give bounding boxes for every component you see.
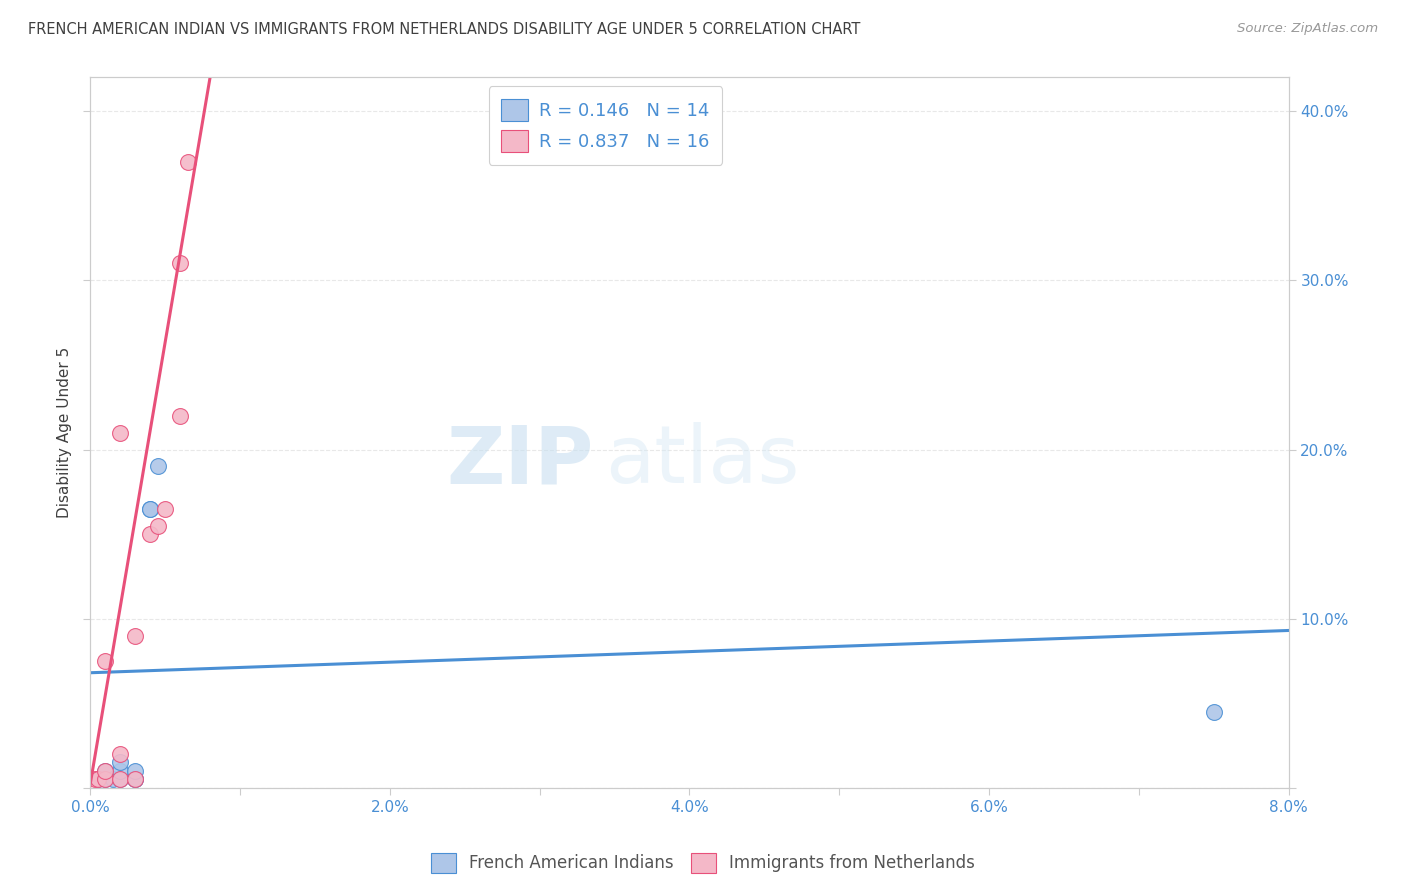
Point	[1202, 705, 1225, 719]
Point	[139, 527, 162, 541]
Point	[124, 772, 146, 787]
Point	[124, 772, 146, 787]
Point	[83, 772, 105, 787]
Point	[94, 764, 117, 778]
Point	[146, 518, 169, 533]
Legend: French American Indians, Immigrants from Netherlands: French American Indians, Immigrants from…	[425, 847, 981, 880]
Point	[108, 747, 131, 761]
Legend: R = 0.146   N = 14, R = 0.837   N = 16: R = 0.146 N = 14, R = 0.837 N = 16	[489, 87, 723, 165]
Text: atlas: atlas	[606, 422, 800, 500]
Text: Source: ZipAtlas.com: Source: ZipAtlas.com	[1237, 22, 1378, 36]
Point	[87, 772, 110, 787]
Text: FRENCH AMERICAN INDIAN VS IMMIGRANTS FROM NETHERLANDS DISABILITY AGE UNDER 5 COR: FRENCH AMERICAN INDIAN VS IMMIGRANTS FRO…	[28, 22, 860, 37]
Point	[153, 501, 176, 516]
Point	[94, 772, 117, 787]
Point	[87, 772, 110, 787]
Point	[108, 772, 131, 787]
Y-axis label: Disability Age Under 5: Disability Age Under 5	[58, 347, 72, 518]
Point	[139, 501, 162, 516]
Point	[176, 155, 198, 169]
Point	[108, 772, 131, 787]
Point	[146, 459, 169, 474]
Point	[94, 764, 117, 778]
Point	[108, 756, 131, 770]
Point	[139, 501, 162, 516]
Point	[124, 772, 146, 787]
Text: ZIP: ZIP	[446, 422, 593, 500]
Point	[169, 256, 191, 270]
Point	[94, 654, 117, 668]
Point	[108, 425, 131, 440]
Point	[101, 772, 124, 787]
Point	[108, 764, 131, 778]
Point	[94, 772, 117, 787]
Point	[169, 409, 191, 423]
Point	[124, 628, 146, 642]
Point	[124, 764, 146, 778]
